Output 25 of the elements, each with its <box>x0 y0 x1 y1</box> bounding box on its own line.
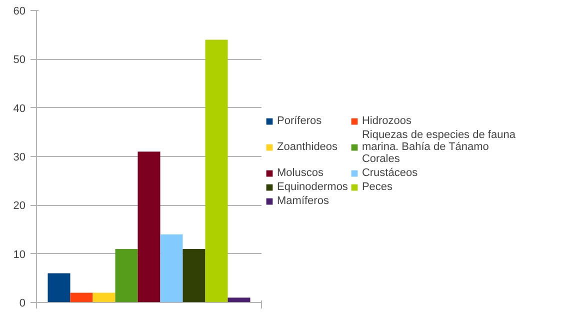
y-tick-label: 30 <box>13 152 26 164</box>
bar <box>48 273 70 302</box>
legend-label: Zoanthideos <box>277 141 338 153</box>
legend-label: Equinodermos <box>277 181 348 193</box>
bar <box>138 152 160 302</box>
y-tick-label: 50 <box>13 54 26 66</box>
bar <box>115 248 138 302</box>
y-tick-label: 0 <box>19 298 26 310</box>
bar <box>205 40 228 302</box>
bar <box>70 292 93 302</box>
y-tick-label: 10 <box>13 248 26 261</box>
y-tick-label: 20 <box>13 200 26 212</box>
legend-label: Peces <box>362 181 393 193</box>
bar <box>228 298 250 302</box>
legend-label: Hidrozoos <box>362 115 412 127</box>
legend-label: Riquezas de especies de fauna marina. Bahía de Tánamo Corales <box>362 129 516 165</box>
bar <box>182 248 206 302</box>
y-tick-label: 60 <box>13 6 26 18</box>
legend-label: Moluscos <box>277 167 324 179</box>
bar <box>160 234 183 302</box>
legend-label: Poríferos <box>277 115 322 127</box>
legend-label: Mamíferos <box>277 195 329 207</box>
y-tick-label: 40 <box>13 102 26 115</box>
bar <box>92 292 116 302</box>
legend-label: Crustáceos <box>362 167 418 179</box>
